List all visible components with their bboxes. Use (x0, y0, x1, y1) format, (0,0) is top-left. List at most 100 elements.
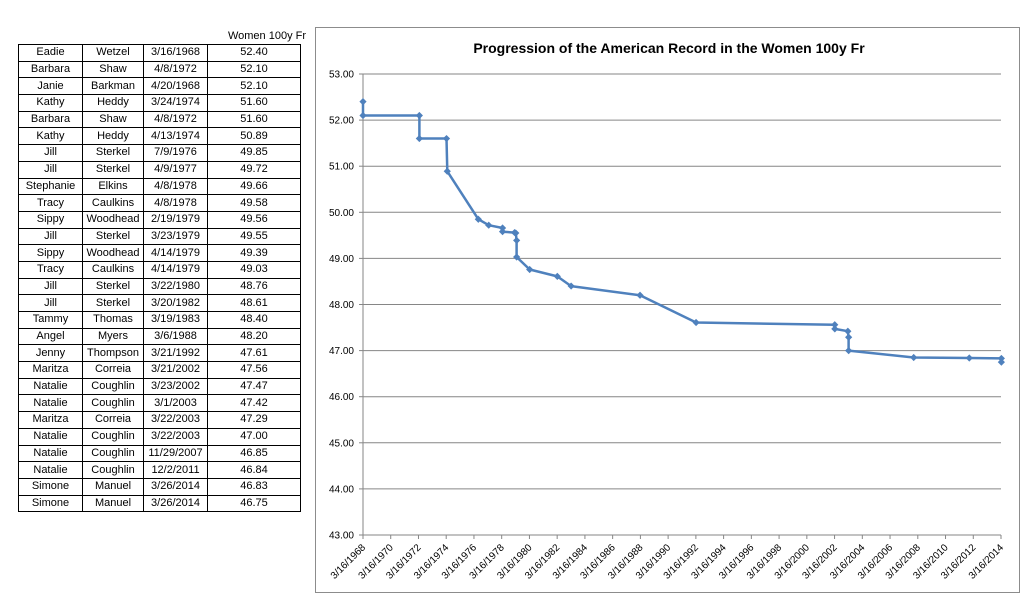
first-name-cell: Simone (18, 494, 83, 513)
data-point (498, 224, 507, 232)
table-row: Sippy Woodhead 2/19/1979 49.56 (18, 210, 301, 229)
first-name-cell: Eadie (18, 44, 83, 62)
data-point (831, 321, 839, 329)
first-name-cell: Maritza (18, 411, 83, 429)
last-name-cell: Coughlin (82, 394, 144, 413)
date-cell: 4/8/1972 (143, 110, 208, 129)
last-name-cell: Manuel (82, 477, 144, 496)
date-cell: 2/19/1979 (143, 210, 208, 229)
time-cell: 48.61 (207, 294, 301, 312)
y-tick-label: 52.00 (329, 116, 354, 127)
date-cell: 3/1/2003 (143, 394, 208, 413)
time-cell: 49.55 (207, 227, 301, 246)
date-cell: 3/20/1982 (143, 294, 208, 312)
data-point (513, 236, 521, 245)
line-chart: 43.00 44.00 45.00 46.00 47.00 48.00 49.00 50.00… (329, 40, 1007, 582)
date-cell: 3/19/1983 (143, 311, 208, 329)
data-point (567, 282, 575, 290)
first-name-cell: Kathy (18, 94, 83, 112)
chart-title: Progression of the American Record in th… (473, 40, 865, 56)
first-name-cell: Maritza (18, 361, 83, 379)
first-name-cell: Barbara (18, 60, 83, 79)
table-row: Natalie Coughlin 3/23/2002 47.47 (18, 377, 301, 396)
first-name-cell: Simone (18, 477, 83, 496)
series-line (361, 101, 1003, 363)
table-row: Simone Manuel 3/26/2014 46.83 (18, 477, 301, 496)
data-point (831, 325, 839, 333)
time-cell: 47.61 (207, 344, 301, 363)
first-name-cell: Sippy (18, 210, 83, 229)
first-name-cell: Jill (18, 144, 83, 162)
date-cell: 12/2/2011 (143, 461, 208, 479)
last-name-cell: Heddy (82, 127, 144, 146)
date-cell: 3/22/1980 (143, 277, 208, 296)
first-name-cell: Natalie (18, 394, 83, 413)
first-name-cell: Stephanie (18, 177, 83, 196)
time-cell: 50.89 (207, 127, 301, 146)
y-tick-label: 53.00 (329, 70, 354, 81)
data-point (498, 228, 507, 236)
table-row: Jill Sterkel 3/23/1979 49.55 (18, 227, 301, 246)
last-name-cell: Heddy (82, 94, 144, 112)
first-name-cell: Sippy (18, 244, 83, 262)
table-row: Simone Manuel 3/26/2014 46.75 (18, 494, 301, 513)
table-row: Tracy Caulkins 4/8/1978 49.58 (18, 194, 301, 212)
last-name-cell: Caulkins (82, 260, 144, 279)
first-name-cell: Natalie (18, 377, 83, 396)
time-cell: 49.58 (207, 194, 301, 212)
time-cell: 49.85 (207, 144, 301, 162)
last-name-cell: Thomas (82, 311, 144, 329)
first-name-cell: Natalie (18, 444, 83, 463)
time-cell: 47.42 (207, 394, 301, 413)
table-row: Jill Sterkel 3/20/1982 48.61 (18, 294, 301, 312)
last-name-cell: Barkman (82, 77, 144, 96)
date-cell: 3/6/1988 (143, 327, 208, 346)
table-row: Maritza Correia 3/22/2003 47.29 (18, 411, 301, 429)
time-cell: 47.56 (207, 361, 301, 379)
y-tick-label: 46.00 (329, 392, 354, 403)
last-name-cell: Wetzel (82, 44, 144, 62)
date-cell: 4/8/1972 (143, 60, 208, 79)
time-cell: 47.47 (207, 377, 301, 396)
time-cell: 52.10 (207, 77, 301, 96)
y-tick-label: 44.00 (329, 484, 354, 495)
time-cell: 48.40 (207, 311, 301, 329)
date-cell: 4/9/1977 (143, 160, 208, 179)
last-name-cell: Coughlin (82, 427, 144, 446)
last-name-cell: Coughlin (82, 461, 144, 479)
last-name-cell: Manuel (82, 494, 144, 513)
time-cell: 46.84 (207, 461, 301, 479)
data-point (910, 353, 918, 362)
data-point (997, 358, 1005, 366)
data-point (443, 167, 451, 175)
table-row: Sippy Woodhead 4/14/1979 49.39 (18, 244, 301, 262)
table-row: Natalie Coughlin 11/29/2007 46.85 (18, 444, 301, 463)
table-row: Maritza Correia 3/21/2002 47.56 (18, 361, 301, 379)
date-cell: 7/9/1976 (143, 144, 208, 162)
time-cell: 49.56 (207, 210, 301, 229)
last-name-cell: Elkins (82, 177, 144, 196)
data-point (965, 354, 973, 362)
date-cell: 3/23/1979 (143, 227, 208, 246)
first-name-cell: Jill (18, 160, 83, 179)
first-name-cell: Natalie (18, 461, 83, 479)
time-cell: 51.60 (207, 94, 301, 112)
records-table: Eadie Wetzel 3/16/1968 52.40 Barbara Shaw 4/8/… (18, 44, 301, 513)
table-row: Angel Myers 3/6/1988 48.20 (18, 327, 301, 346)
table-row: Stephanie Elkins 4/8/1978 49.66 (18, 177, 301, 196)
time-cell: 46.75 (207, 494, 301, 513)
last-name-cell: Coughlin (82, 377, 144, 396)
time-cell: 46.85 (207, 444, 301, 463)
date-cell: 4/14/1979 (143, 260, 208, 279)
time-cell: 49.72 (207, 160, 301, 179)
table-row: Kathy Heddy 3/24/1974 51.60 (18, 94, 301, 112)
time-cell: 52.40 (207, 44, 301, 62)
first-name-cell: Janie (18, 77, 83, 96)
data-point (636, 291, 644, 299)
last-name-cell: Sterkel (82, 160, 144, 179)
last-name-cell: Thompson (82, 344, 144, 363)
table-row: Barbara Shaw 4/8/1972 52.10 (18, 60, 301, 79)
y-tick-label: 50.00 (329, 208, 354, 219)
time-cell: 48.20 (207, 327, 301, 346)
table-row: Kathy Heddy 4/13/1974 50.89 (18, 127, 301, 146)
